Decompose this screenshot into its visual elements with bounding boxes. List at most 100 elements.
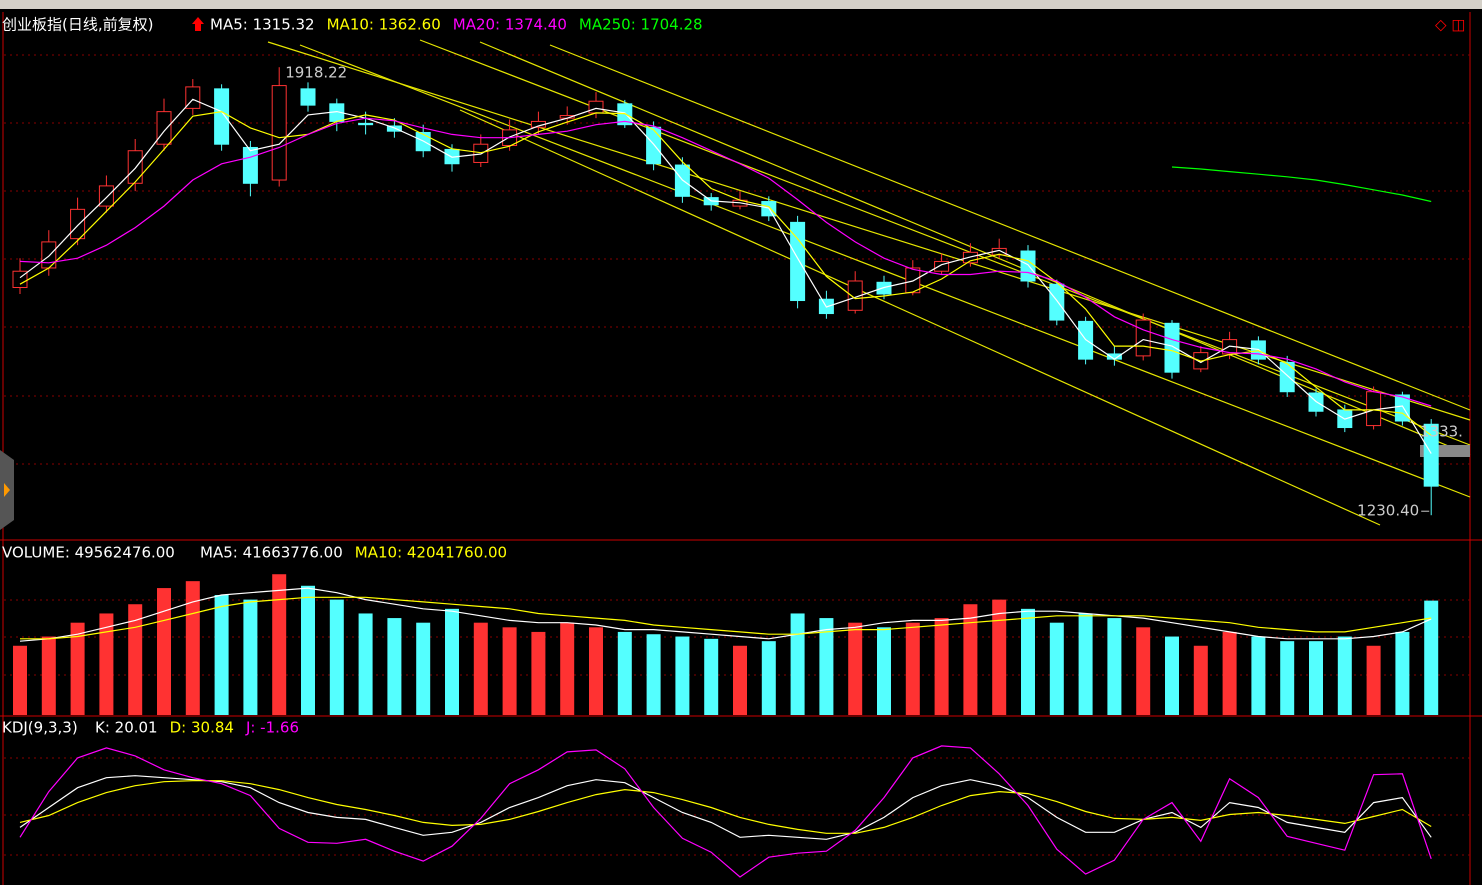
price-title: 创业板指(日线,前复权) (2, 16, 153, 34)
price-annotation: 1230.40 (1357, 502, 1419, 520)
volume-bar (1366, 645, 1381, 715)
volume-bar (301, 585, 315, 715)
legend-entry: MA10: 42041760.00 (355, 544, 507, 562)
volume-bar (877, 627, 891, 715)
volume-bar (1165, 636, 1179, 715)
volume-bar (560, 622, 575, 715)
volume-bar (473, 622, 488, 715)
volume-bar (416, 622, 431, 715)
trend-line (267, 41, 1471, 421)
header-arrow (192, 17, 204, 31)
volume-bar (963, 604, 978, 715)
volume-bar (1078, 613, 1093, 715)
legend-entry: MA250: 1704.28 (579, 16, 703, 34)
volume-bar (1021, 608, 1035, 715)
volume-bar (704, 638, 719, 715)
candle-body (1049, 283, 1065, 321)
side-tab-arrow (4, 483, 10, 497)
volume-bar (157, 588, 171, 715)
volume-bar (934, 618, 949, 715)
candle-body (271, 85, 287, 181)
volume-bar (41, 636, 56, 715)
legend-entry: J: -1.66 (245, 719, 299, 737)
volume-bar (70, 622, 85, 715)
volume-bar (1337, 636, 1352, 715)
kdj-title: KDJ(9,3,3) (2, 719, 78, 737)
indicator-line (20, 596, 1432, 640)
legend-entry: MA5: 41663776.00 (200, 544, 343, 562)
legend-entry: K: 20.01 (95, 719, 158, 737)
candle-body (1020, 250, 1036, 282)
candle-body (127, 150, 143, 184)
volume-bar (502, 627, 517, 715)
volume-bar (1222, 631, 1237, 715)
menu-bar (0, 0, 1482, 9)
legend-entry: MA10: 1362.60 (327, 16, 441, 34)
volume-bar (214, 595, 229, 715)
volume-bar (905, 622, 920, 715)
volume-bar (13, 645, 27, 715)
volume-bar (1424, 600, 1439, 715)
trend-line (299, 44, 1471, 498)
volume-bar (1136, 627, 1151, 715)
volume-bar (1395, 631, 1410, 715)
volume-bar (617, 631, 632, 715)
volume-bar (387, 618, 402, 715)
legend-entry: MA5: 1315.32 (210, 16, 315, 34)
volume-bar (992, 599, 1007, 715)
volume-bar (1049, 622, 1064, 715)
volume-bar (819, 618, 834, 715)
candle-body (847, 280, 863, 311)
indicator-line (19, 587, 1432, 642)
candle-body (962, 251, 978, 264)
candle-body (876, 281, 892, 295)
candle-body (646, 126, 662, 165)
trend-line (459, 109, 1381, 526)
volume-bar (646, 634, 661, 715)
candle-body (1135, 319, 1151, 357)
volume-bar (589, 627, 603, 715)
volume-bar (445, 608, 459, 715)
volume-bar (675, 636, 690, 715)
volume-bar (761, 641, 776, 715)
candle-body (70, 208, 86, 240)
candle-body (300, 88, 316, 106)
volume-bar (99, 613, 114, 715)
candle-body (1106, 353, 1122, 360)
indicator-line (19, 780, 1432, 834)
volume-bar (848, 622, 863, 715)
price-annotation: 1918.22 (285, 64, 347, 82)
candle-body (358, 122, 374, 126)
volume-bar (243, 599, 258, 715)
volume-bar (1107, 618, 1122, 715)
indicator-line (19, 775, 1432, 840)
volume-bar (358, 613, 373, 715)
candle-body (1279, 361, 1295, 393)
indicator-line (19, 117, 1432, 407)
candle-body (1394, 394, 1410, 422)
volume-bar (128, 604, 143, 715)
legend-entry: D: 30.84 (170, 719, 234, 737)
volume-bar (531, 631, 546, 715)
volume-bar (1193, 645, 1208, 715)
candle-body (1164, 322, 1180, 373)
volume-bar (272, 574, 287, 715)
candle-body (790, 221, 806, 302)
trend-line (479, 41, 1471, 456)
volume-bar (1309, 641, 1323, 715)
volume-bar (329, 599, 344, 715)
indicator-line (19, 110, 1432, 436)
volume-bar (733, 645, 747, 715)
volume-bar (1280, 641, 1295, 715)
window-icon[interactable]: ◇ ◫ (1435, 16, 1465, 34)
candle-body (214, 88, 230, 145)
legend-entry: MA20: 1374.40 (453, 16, 567, 34)
candle-body (242, 146, 258, 184)
trend-line (549, 44, 1471, 411)
price-annotation: 1333. (1420, 423, 1463, 441)
volume-bar (790, 613, 805, 715)
candle-body (1423, 423, 1439, 487)
candle-body (156, 111, 172, 145)
